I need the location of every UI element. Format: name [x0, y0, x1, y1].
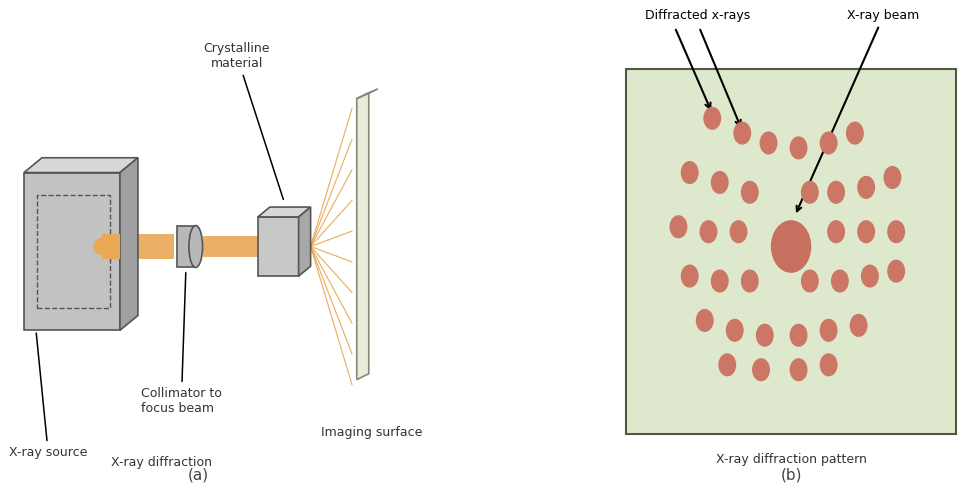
Polygon shape [137, 234, 174, 259]
Circle shape [791, 359, 807, 381]
Circle shape [95, 238, 116, 255]
Polygon shape [203, 236, 257, 257]
Circle shape [742, 270, 758, 292]
Circle shape [726, 319, 743, 341]
Circle shape [820, 132, 837, 154]
Circle shape [858, 176, 875, 198]
Text: X-ray beam: X-ray beam [797, 9, 919, 211]
Circle shape [670, 216, 686, 238]
Ellipse shape [189, 226, 203, 267]
Polygon shape [102, 234, 120, 259]
Polygon shape [24, 158, 137, 173]
Polygon shape [257, 217, 298, 276]
Text: (b): (b) [780, 467, 801, 482]
Circle shape [753, 359, 769, 381]
Circle shape [801, 181, 818, 203]
Circle shape [828, 221, 844, 243]
Circle shape [719, 354, 735, 376]
Text: X-ray diffraction pattern: X-ray diffraction pattern [716, 453, 867, 465]
Circle shape [730, 221, 747, 243]
Circle shape [791, 137, 807, 159]
Text: Crystalline
material: Crystalline material [204, 42, 284, 200]
Text: Imaging surface: Imaging surface [321, 426, 422, 439]
Text: Collimator to
focus beam: Collimator to focus beam [141, 273, 221, 415]
Circle shape [682, 162, 698, 183]
Circle shape [696, 310, 713, 331]
Circle shape [700, 221, 717, 243]
Polygon shape [357, 89, 377, 99]
Text: Diffracted x-rays: Diffracted x-rays [644, 9, 750, 22]
Circle shape [682, 265, 698, 287]
Text: X-ray diffraction: X-ray diffraction [111, 456, 213, 469]
Circle shape [846, 122, 863, 144]
Circle shape [832, 270, 848, 292]
Circle shape [771, 221, 810, 272]
Polygon shape [24, 173, 120, 330]
Circle shape [742, 181, 758, 203]
Polygon shape [177, 226, 196, 267]
Circle shape [704, 107, 721, 129]
Circle shape [734, 122, 751, 144]
Circle shape [858, 221, 875, 243]
Polygon shape [120, 158, 137, 330]
Circle shape [888, 221, 905, 243]
Circle shape [712, 172, 728, 193]
Circle shape [862, 265, 878, 287]
Circle shape [820, 354, 837, 376]
Text: X-ray source: X-ray source [9, 333, 88, 459]
Circle shape [888, 260, 905, 282]
Circle shape [760, 132, 777, 154]
Circle shape [791, 324, 807, 346]
Circle shape [757, 324, 773, 346]
Circle shape [712, 270, 728, 292]
Polygon shape [357, 93, 369, 380]
Text: (a): (a) [187, 467, 209, 482]
Polygon shape [257, 207, 311, 217]
Circle shape [801, 270, 818, 292]
Circle shape [828, 181, 844, 203]
Polygon shape [298, 207, 311, 276]
Circle shape [884, 167, 901, 188]
Circle shape [850, 315, 867, 336]
Circle shape [820, 319, 837, 341]
Polygon shape [626, 69, 956, 434]
